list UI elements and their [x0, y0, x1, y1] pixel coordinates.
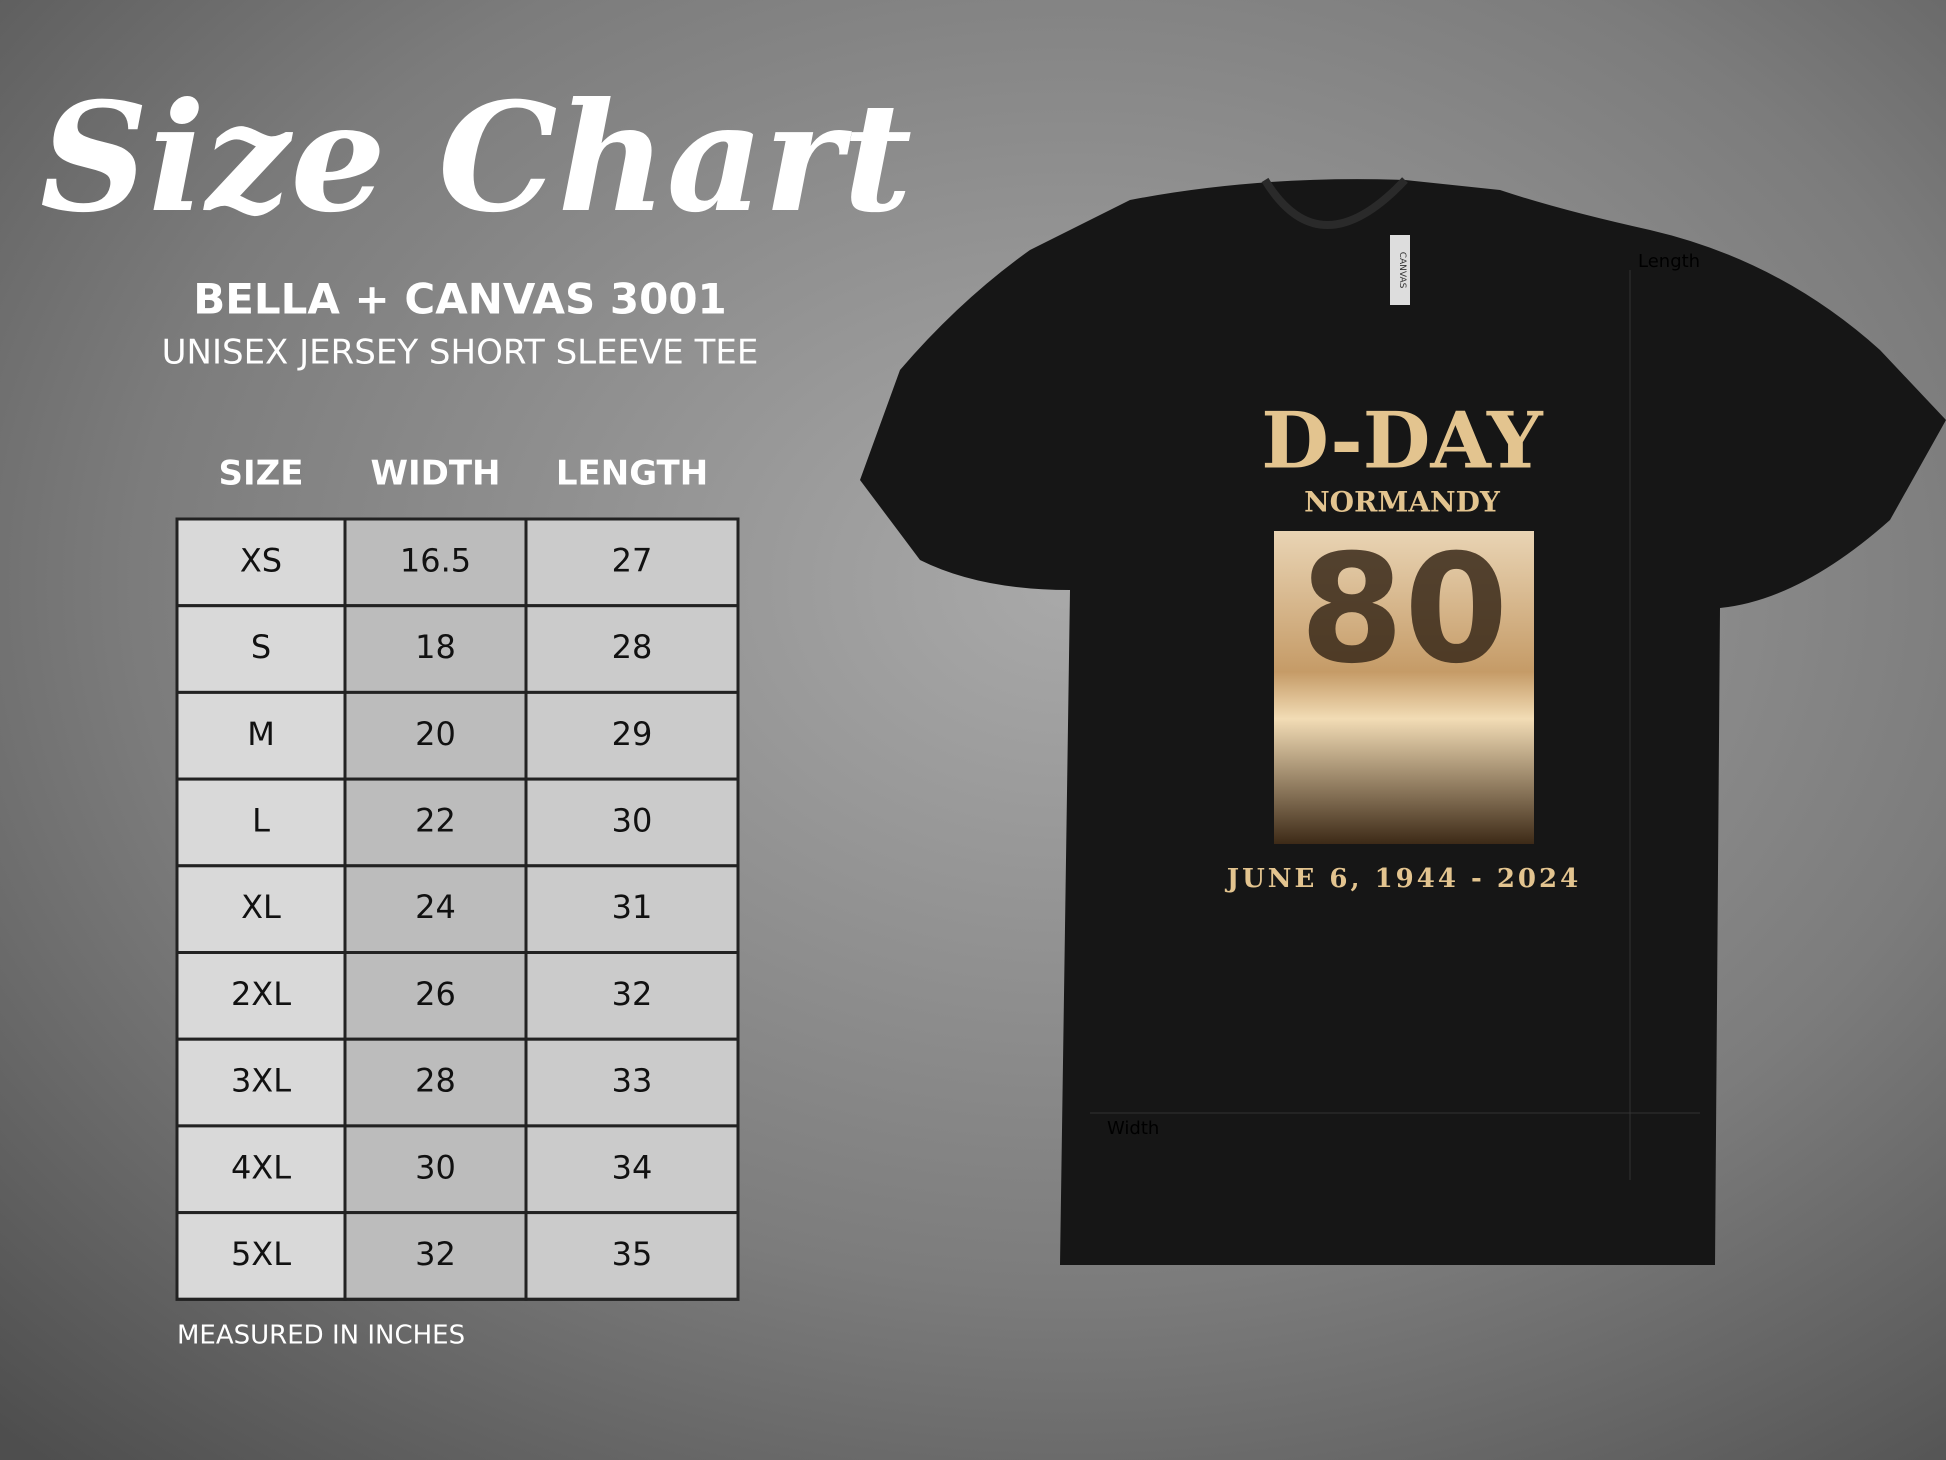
cell: 5XL — [231, 1235, 291, 1273]
cell: 2XL — [231, 975, 291, 1013]
cell: 28 — [415, 1062, 456, 1100]
cell: 32 — [415, 1235, 456, 1273]
cell: 33 — [612, 1062, 653, 1100]
print-title: D-DAY — [1261, 396, 1544, 487]
cell-bg — [524, 864, 740, 954]
cell: 30 — [415, 1148, 456, 1186]
cell: S — [251, 628, 271, 666]
collar — [1261, 177, 1408, 229]
cell: 35 — [612, 1235, 653, 1273]
print-number: 80 — [1300, 523, 1509, 697]
cell: 32 — [612, 975, 653, 1013]
print-place: NORMANDY — [1304, 486, 1501, 519]
cell-bg — [343, 1124, 528, 1215]
cell: 16.5 — [400, 541, 471, 579]
print-art — [1274, 531, 1534, 844]
note: MEASURED IN INCHES — [177, 1321, 465, 1351]
cell-bg — [524, 1124, 740, 1215]
cell: 34 — [612, 1148, 653, 1186]
cell: 22 — [415, 801, 456, 839]
cell: 26 — [415, 975, 456, 1013]
cell: 4XL — [231, 1148, 291, 1186]
cell: 29 — [612, 715, 653, 753]
brand: BELLA + CANVAS 3001 — [193, 275, 727, 324]
cell: 31 — [612, 888, 653, 926]
table-border — [175, 517, 740, 1301]
cell-bg — [343, 690, 528, 781]
cell-bg — [524, 690, 740, 781]
width-label: Width — [1107, 1118, 1159, 1139]
print-date: JUNE 6, 1944 - 2024 — [1225, 864, 1581, 894]
cell-bg — [343, 864, 528, 954]
cell-bg — [343, 951, 528, 1041]
cell: 18 — [415, 628, 456, 666]
cell-bg — [343, 1211, 528, 1301]
column-header: WIDTH — [370, 454, 500, 494]
title: Size Chart — [40, 70, 912, 246]
cell: 20 — [415, 715, 456, 753]
cell: 30 — [612, 801, 653, 839]
cell-bg — [524, 951, 740, 1041]
shirt: CANVAS D-DAY NORMANDY 80 JUNE 6, 1944 - … — [860, 177, 1946, 1266]
cell: XS — [240, 541, 282, 579]
length-label: Length — [1638, 251, 1700, 272]
tag-text: CANVAS — [1397, 252, 1407, 289]
cell-bg — [175, 1124, 347, 1215]
cell: 27 — [612, 541, 653, 579]
cell: 28 — [612, 628, 653, 666]
cell-bg — [175, 517, 347, 608]
cell: M — [247, 715, 275, 753]
cell-bg — [524, 1037, 740, 1128]
cell-bg — [175, 1211, 347, 1301]
tag — [1390, 235, 1410, 305]
column-header: LENGTH — [556, 454, 708, 494]
column-header: SIZE — [218, 454, 303, 494]
cell: 24 — [415, 888, 456, 926]
cell: 3XL — [231, 1062, 291, 1100]
size-table: SIZE WIDTH LENGTH XS 16.5 27 S 18 28 M 20 29 L 22 30 XL… — [175, 454, 740, 1301]
subtitle: UNISEX JERSEY SHORT SLEEVE TEE — [162, 333, 759, 373]
cell-bg — [524, 517, 740, 608]
cell-bg — [524, 777, 740, 868]
cell: L — [252, 801, 270, 839]
cell: XL — [241, 888, 281, 926]
